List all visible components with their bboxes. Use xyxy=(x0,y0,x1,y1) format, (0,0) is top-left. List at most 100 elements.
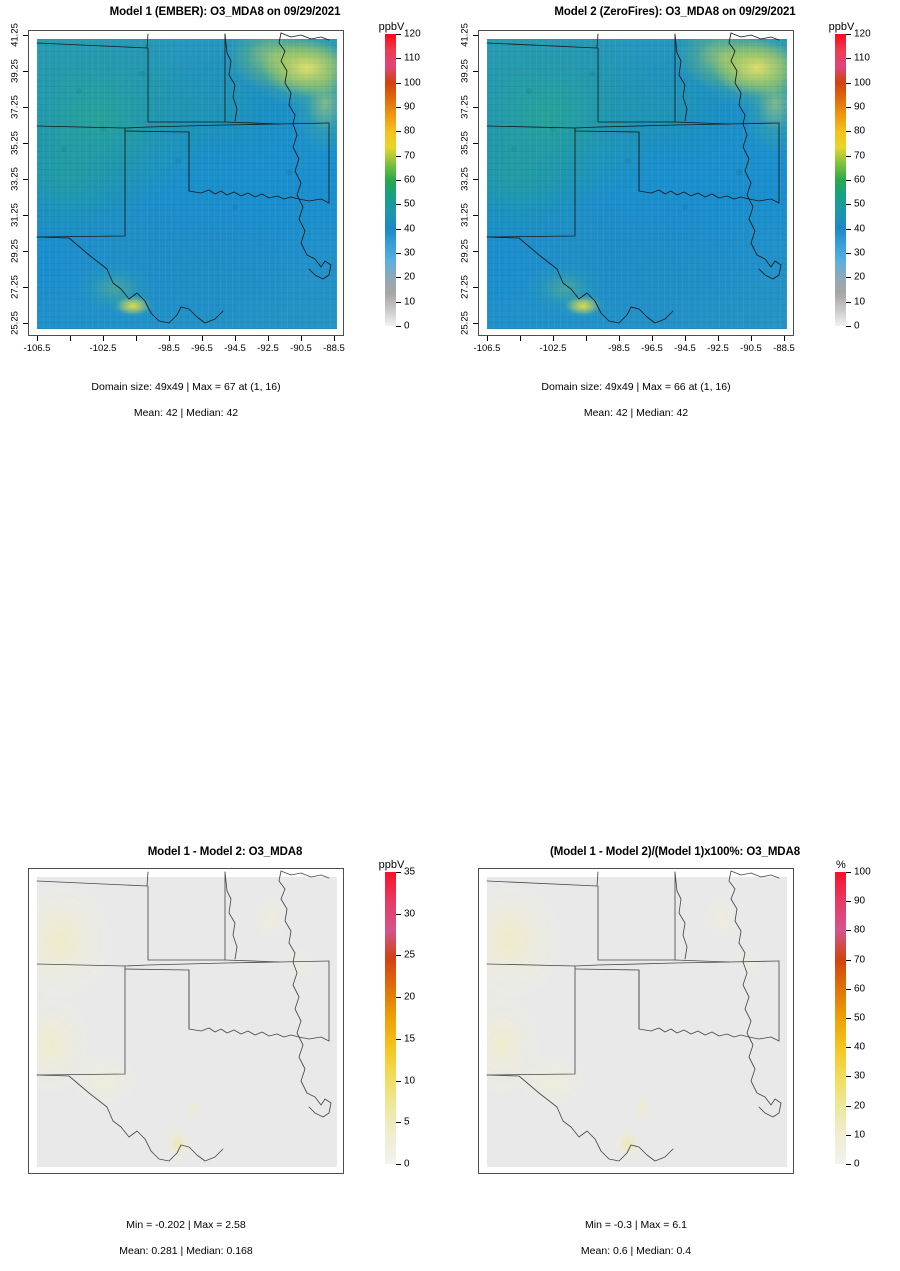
colorbar-tick-label: 20 xyxy=(854,271,866,283)
x-tick-label: -94.5 xyxy=(674,343,696,354)
colorbar-tick-label: 30 xyxy=(854,1070,866,1082)
y-tick-label: 41.25 xyxy=(459,23,471,47)
colorbar-tick-label: 50 xyxy=(404,198,416,210)
colorbar-ozone: ppbV 0 10 20 30 40 50 60 70 80 90 100 11… xyxy=(829,21,871,332)
difference-raster xyxy=(487,877,787,1167)
colorbar-tick-label: 60 xyxy=(854,174,866,186)
difference-raster xyxy=(37,877,337,1167)
x-tick-label: -96.5 xyxy=(191,343,213,354)
raster-clip xyxy=(487,39,787,329)
x-tick-label: -94.5 xyxy=(224,343,246,354)
y-tick-label: 27.25 xyxy=(459,275,471,299)
x-tick-label: -98.5 xyxy=(158,343,180,354)
colorbar-tick-label: 30 xyxy=(854,247,866,259)
colorbar-tick-label: 15 xyxy=(404,1033,416,1045)
colorbar-tick-label: 20 xyxy=(404,271,416,283)
raster-clip xyxy=(37,39,337,329)
colorbar-tick-label: 0 xyxy=(854,320,860,332)
x-tick-label: -90.5 xyxy=(290,343,312,354)
y-tick-label: 33.25 xyxy=(9,167,21,191)
colorbar-tick-label: 20 xyxy=(404,991,416,1003)
caption-line-2: Mean: 42 | Median: 42 xyxy=(133,407,239,419)
colorbar-ozone: ppbV 0 10 20 30 40 50 60 70 80 90 100 11… xyxy=(379,21,421,332)
x-tick-label: -88.5 xyxy=(773,343,795,354)
colorbar-tick-label: 0 xyxy=(404,320,410,332)
colorbar-tick-label: 110 xyxy=(404,52,420,64)
colorbar-tick-label: 10 xyxy=(854,1129,866,1141)
panel-caption: Domain size: 49x49 | Max = 66 at (1, 16)… xyxy=(450,368,822,433)
colorbar-tick-label: 90 xyxy=(854,101,866,113)
caption-line-1: Domain size: 49x49 | Max = 66 at (1, 16) xyxy=(541,381,731,393)
y-tick-label: 35.25 xyxy=(459,131,471,155)
colorbar-tick-label: 80 xyxy=(404,125,416,137)
colorbar-tick-label: 25 xyxy=(404,949,416,961)
colorbar-ticks: 0 10 20 30 40 50 60 70 80 90 100 xyxy=(846,867,886,1170)
panel-difference-percent: (Model 1 - Model 2)/(Model 1)x100%: O3_M… xyxy=(450,420,900,1257)
colorbar-tick-label: 70 xyxy=(854,150,866,162)
x-tick-label: -98.5 xyxy=(608,343,630,354)
panel-caption: Min = -0.3 | Max = 6.1 Mean: 0.6 | Media… xyxy=(450,1206,822,1271)
caption-line-1: Domain size: 49x49 | Max = 67 at (1, 16) xyxy=(91,381,281,393)
colorbar-unit-label: ppbV xyxy=(378,859,405,871)
panel-caption: Domain size: 49x49 | Max = 67 at (1, 16)… xyxy=(0,368,372,433)
colorbar-ticks: 0 10 20 30 40 50 60 70 80 90 100 110 120 xyxy=(846,29,886,332)
colorbar-tick-label: 110 xyxy=(854,52,870,64)
panel-caption: Min = -0.202 | Max = 2.58 Mean: 0.281 | … xyxy=(0,1206,372,1271)
x-tick-label: -92.5 xyxy=(707,343,729,354)
panel-title: (Model 1 - Model 2)/(Model 1)x100%: O3_M… xyxy=(549,846,801,858)
colorbar-tick-label: 40 xyxy=(854,223,866,235)
colorbar-unit-label: ppbV xyxy=(828,21,855,33)
colorbar-ticks: 0 10 20 30 40 50 60 70 80 90 100 110 120 xyxy=(396,29,436,332)
y-tick-label: 31.25 xyxy=(459,203,471,227)
x-tick-label: -106.5 xyxy=(23,343,51,354)
y-tick-label: 29.25 xyxy=(459,239,471,263)
y-tick-label: 39.25 xyxy=(459,59,471,83)
colorbar-tick-label: 0 xyxy=(404,1158,410,1170)
panel-model1-ember: Model 1 (EMBER): O3_MDA8 on 09/29/2021 xyxy=(0,0,450,420)
colorbar-gradient xyxy=(385,872,396,1164)
map-plot-area xyxy=(28,30,344,336)
colorbar-tick-label: 20 xyxy=(854,1100,866,1112)
ozone-concentration-raster xyxy=(487,39,787,329)
ozone-concentration-raster xyxy=(37,39,337,329)
colorbar-tick-label: 30 xyxy=(404,908,416,920)
colorbar-tick-label: 90 xyxy=(854,895,866,907)
colorbar-tick-label: 80 xyxy=(854,924,866,936)
caption-line-2: Mean: 42 | Median: 42 xyxy=(583,407,689,419)
colorbar-tick-label: 5 xyxy=(404,1116,410,1128)
panel-title: Model 1 (EMBER): O3_MDA8 on 09/29/2021 xyxy=(109,6,341,18)
colorbar-unit-label: ppbV xyxy=(378,21,405,33)
colorbar-tick-label: 60 xyxy=(854,983,866,995)
colorbar-tick-label: 10 xyxy=(854,296,866,308)
panel-title: Model 1 - Model 2: O3_MDA8 xyxy=(147,846,303,858)
caption-line-1: Min = -0.3 | Max = 6.1 xyxy=(585,1219,687,1231)
raster-clip xyxy=(37,877,337,1167)
colorbar-tick-label: 80 xyxy=(854,125,866,137)
caption-line-1: Min = -0.202 | Max = 2.58 xyxy=(126,1219,246,1231)
colorbar-tick-label: 50 xyxy=(854,1012,866,1024)
colorbar-difference: ppbV 0 5 10 15 20 25 30 35 xyxy=(379,859,415,1170)
colorbar-gradient xyxy=(835,872,846,1164)
y-tick-label: 37.25 xyxy=(459,95,471,119)
y-tick-label: 25.25 xyxy=(9,311,21,335)
y-tick-label: 41.25 xyxy=(9,23,21,47)
x-tick-label: -92.5 xyxy=(257,343,279,354)
map-plot-area xyxy=(478,868,794,1174)
x-tick-label: -102.5 xyxy=(89,343,117,354)
colorbar-tick-label: 90 xyxy=(404,101,416,113)
colorbar-percent: % 0 10 20 30 40 50 60 70 80 90 100 xyxy=(835,859,871,1170)
colorbar-ticks: 0 5 10 15 20 25 30 35 xyxy=(396,867,436,1170)
y-tick-label: 25.25 xyxy=(459,311,471,335)
y-tick-label: 35.25 xyxy=(9,131,21,155)
colorbar-tick-label: 120 xyxy=(854,28,871,40)
colorbar-gradient xyxy=(385,34,396,326)
colorbar-tick-label: 120 xyxy=(404,28,421,40)
colorbar-tick-label: 10 xyxy=(404,296,416,308)
colorbar-tick-label: 70 xyxy=(404,150,416,162)
colorbar-tick-label: 30 xyxy=(404,247,416,259)
colorbar-tick-label: 100 xyxy=(854,77,871,89)
colorbar-tick-label: 100 xyxy=(854,866,871,878)
raster-clip xyxy=(487,877,787,1167)
colorbar-gradient xyxy=(835,34,846,326)
